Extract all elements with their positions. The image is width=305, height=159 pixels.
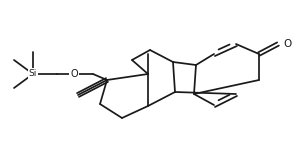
Text: Si: Si (29, 69, 37, 79)
Text: O: O (70, 69, 78, 79)
Text: O: O (283, 39, 291, 49)
